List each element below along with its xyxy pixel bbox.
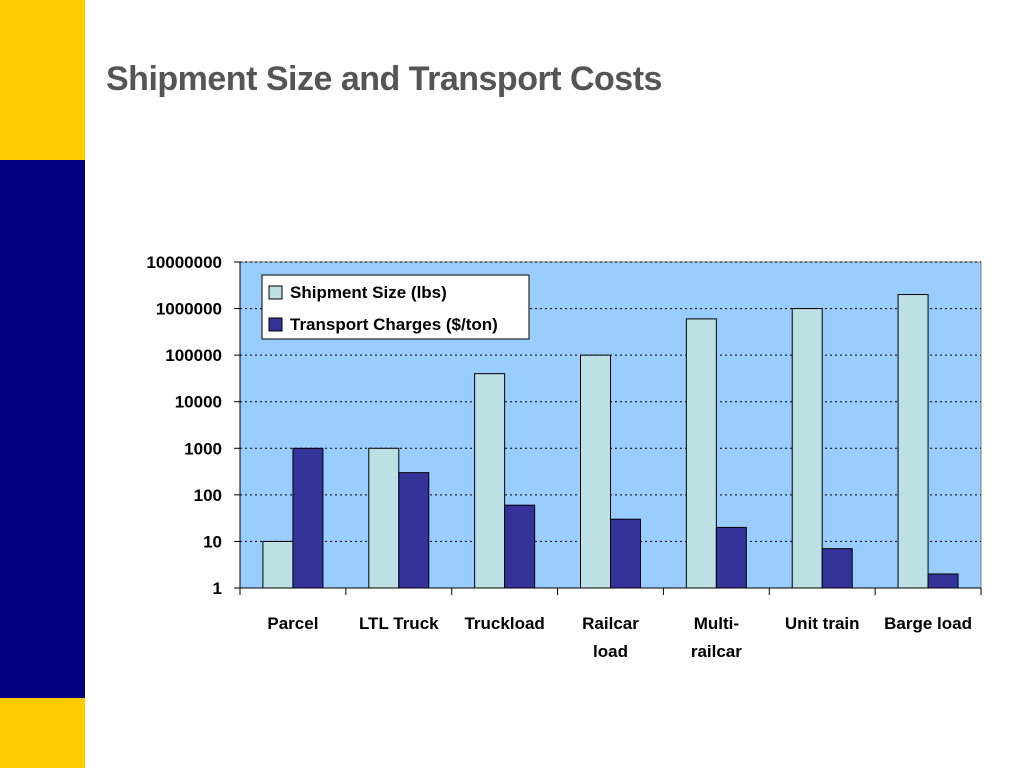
bar-series1-2 [474,373,506,589]
x-category-label-line: load [593,642,628,661]
bar-series2-0 [292,447,324,589]
bar-series2-1 [398,472,430,589]
slide-title: Shipment Size and Transport Costs [106,60,662,98]
x-category-label-line: Unit train [785,614,860,633]
y-tick-label: 1000 [184,439,222,458]
y-tick-label: 100 [194,486,222,505]
y-tick-label: 100000 [165,346,222,365]
legend-swatch-2 [268,317,283,332]
bar-series1-0 [262,540,294,589]
bar-series1-3 [580,354,611,589]
bar-series1-1 [368,447,400,589]
x-category-label: LTL Truck [359,614,439,633]
x-category-label: Truckload [464,614,544,633]
legend-label-1: Shipment Size (lbs) [290,283,447,302]
bar-series2-5 [821,548,853,589]
x-category-label: Multi-railcar [691,614,742,661]
x-category-label-line: Multi- [694,614,739,633]
x-category-label-line: Parcel [267,614,318,633]
x-category-label-line: Railcar [582,614,639,633]
x-category-label-line: Barge load [884,614,972,633]
chart-legend: Shipment Size (lbs) Transport Charges ($/… [261,274,530,340]
bar-series1-4 [685,318,717,589]
bar-series2-3 [610,518,641,589]
x-category-label-line: LTL Truck [359,614,439,633]
bar-series1-5 [791,308,823,589]
y-tick-label: 1000000 [156,300,222,319]
x-category-label: Parcel [267,614,318,633]
y-tick-label: 10 [203,532,222,551]
accent-band-bottom [0,698,85,768]
y-tick-label: 10000 [175,393,222,412]
x-category-label: Unit train [785,614,860,633]
y-tick-label: 10000000 [146,253,222,272]
x-category-label: Railcar load [582,614,639,661]
x-category-label-line: Truckload [464,614,544,633]
legend-box [261,274,530,340]
x-category-label: Barge load [884,614,972,633]
bar-series2-2 [504,504,536,589]
legend-label-2: Transport Charges ($/ton) [290,315,498,334]
bar-series1-6 [897,294,929,589]
accent-band-top [0,0,85,160]
y-tick-label: 1 [213,579,222,598]
bar-series2-6 [927,573,959,589]
accent-band-middle [0,160,85,698]
bar-series2-4 [715,526,747,589]
legend-swatch-1 [268,285,283,300]
x-category-label-line: railcar [691,642,742,661]
